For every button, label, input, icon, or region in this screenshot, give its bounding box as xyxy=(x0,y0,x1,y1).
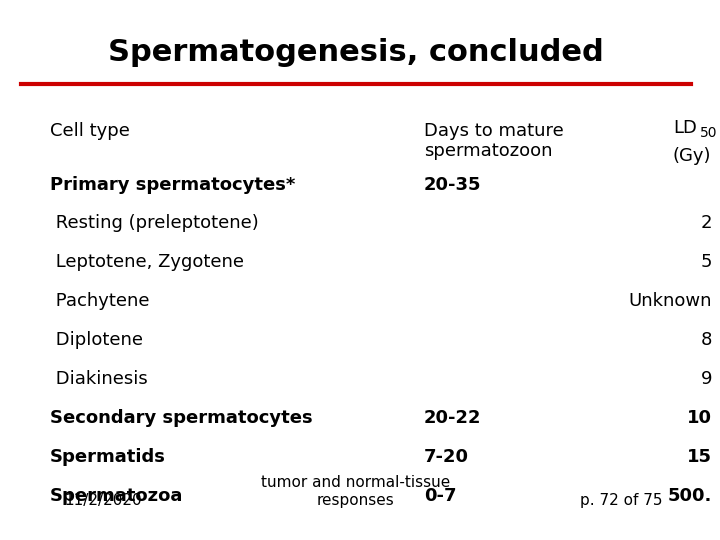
Text: 8: 8 xyxy=(701,331,712,349)
Text: Unknown: Unknown xyxy=(629,292,712,310)
Text: Leptotene, Zygotene: Leptotene, Zygotene xyxy=(50,253,244,271)
Text: Spermatozoa: Spermatozoa xyxy=(50,487,183,504)
Text: 9: 9 xyxy=(701,370,712,388)
Text: 11/2/2020: 11/2/2020 xyxy=(64,492,142,508)
Text: Diakinesis: Diakinesis xyxy=(50,370,148,388)
Text: 10: 10 xyxy=(687,409,712,427)
Text: 50: 50 xyxy=(700,126,717,140)
Text: LD: LD xyxy=(672,119,697,137)
Text: Days to mature
spermatozoon: Days to mature spermatozoon xyxy=(423,122,563,160)
Text: Primary spermatocytes*: Primary spermatocytes* xyxy=(50,176,295,193)
Text: 2: 2 xyxy=(701,214,712,232)
Text: 5: 5 xyxy=(701,253,712,271)
Text: 20-35: 20-35 xyxy=(423,176,481,193)
Text: 7-20: 7-20 xyxy=(423,448,469,465)
Text: 20-22: 20-22 xyxy=(423,409,481,427)
Text: Cell type: Cell type xyxy=(50,122,130,139)
Text: (Gy): (Gy) xyxy=(672,147,711,165)
Text: 15: 15 xyxy=(687,448,712,465)
Text: tumor and normal-tissue
responses: tumor and normal-tissue responses xyxy=(261,475,451,508)
Text: 500.: 500. xyxy=(667,487,712,504)
Text: Secondary spermatocytes: Secondary spermatocytes xyxy=(50,409,312,427)
Text: Spermatogenesis, concluded: Spermatogenesis, concluded xyxy=(108,38,604,67)
Text: Resting (preleptotene): Resting (preleptotene) xyxy=(50,214,258,232)
Text: p. 72 of 75: p. 72 of 75 xyxy=(580,492,662,508)
Text: Pachytene: Pachytene xyxy=(50,292,149,310)
Text: 0-7: 0-7 xyxy=(423,487,456,504)
Text: Diplotene: Diplotene xyxy=(50,331,143,349)
Text: Spermatids: Spermatids xyxy=(50,448,166,465)
